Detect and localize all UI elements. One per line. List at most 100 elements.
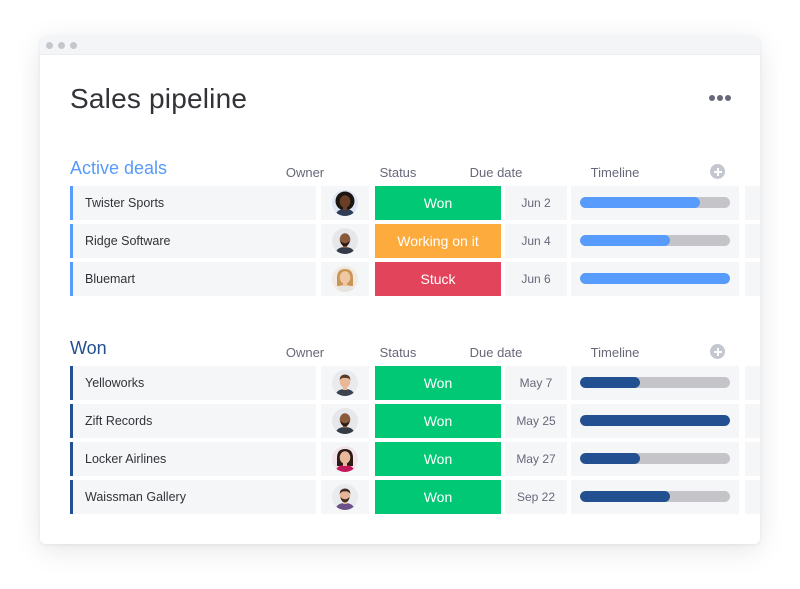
timeline-bar — [580, 491, 730, 502]
timeline-bar — [580, 415, 730, 426]
owner-cell[interactable] — [321, 442, 369, 476]
window-dot-icon — [46, 42, 53, 49]
timeline-cell[interactable] — [571, 186, 739, 220]
avatar[interactable] — [332, 266, 358, 292]
timeline-progress — [580, 197, 700, 208]
due-date[interactable]: Jun 2 — [505, 186, 567, 220]
empty-cell — [745, 480, 760, 514]
owner-cell[interactable] — [321, 480, 369, 514]
item-name-cell[interactable]: Waissman Gallery — [70, 480, 316, 514]
add-column-icon[interactable] — [710, 164, 725, 179]
avatar[interactable] — [332, 370, 358, 396]
due-date[interactable]: May 25 — [505, 404, 567, 438]
empty-cell — [745, 186, 760, 220]
status-label[interactable]: Working on it — [375, 224, 501, 258]
due-date[interactable]: Sep 22 — [505, 480, 567, 514]
timeline-bar — [580, 235, 730, 246]
column-header-status: Status — [379, 345, 417, 360]
timeline-progress — [580, 453, 640, 464]
group-header: Active deals Owner Status Due date Timel… — [70, 154, 732, 186]
due-date[interactable]: Jun 6 — [505, 262, 567, 296]
owner-cell[interactable] — [321, 366, 369, 400]
item-row[interactable]: Bluemart Stuck Jun 6 — [70, 262, 760, 300]
avatar[interactable] — [332, 228, 358, 254]
item-row[interactable]: Twister Sports Won Jun 2 — [70, 186, 760, 224]
timeline-cell[interactable] — [571, 442, 739, 476]
avatar[interactable] — [332, 446, 358, 472]
item-row[interactable]: Locker Airlines Won May 27 — [70, 442, 760, 480]
status-label[interactable]: Won — [375, 366, 501, 400]
status-label[interactable]: Won — [375, 442, 501, 476]
item-row[interactable]: Ridge Software Working on it Jun 4 — [70, 224, 760, 262]
item-name[interactable]: Bluemart — [85, 272, 136, 286]
timeline-cell[interactable] — [571, 366, 739, 400]
empty-cell — [745, 262, 760, 296]
group-active-deals: Active deals Owner Status Due date Timel… — [70, 154, 760, 300]
item-row[interactable]: Waissman Gallery Won Sep 22 — [70, 480, 760, 518]
status-label[interactable]: Won — [375, 186, 501, 220]
group-title[interactable]: Won — [70, 338, 107, 358]
avatar[interactable] — [332, 484, 358, 510]
group-rows: Twister Sports Won Jun 2 Ridge Software Wo… — [70, 186, 760, 300]
timeline-cell[interactable] — [571, 404, 739, 438]
item-name[interactable]: Ridge Software — [85, 234, 171, 248]
add-column-icon[interactable] — [710, 344, 725, 359]
item-name[interactable]: Waissman Gallery — [85, 490, 186, 504]
group-header: Won Owner Status Due date Timeline — [70, 334, 732, 366]
more-options-icon[interactable] — [707, 92, 733, 104]
column-header-due-date: Due date — [469, 165, 523, 180]
due-date[interactable]: May 27 — [505, 442, 567, 476]
window-dot-icon — [70, 42, 77, 49]
page-title: Sales pipeline — [70, 83, 248, 114]
group-title[interactable]: Active deals — [70, 158, 168, 178]
column-header-owner: Owner — [285, 165, 325, 180]
item-name-cell[interactable]: Yelloworks — [70, 366, 316, 400]
timeline-cell[interactable] — [571, 224, 739, 258]
window-dot-icon — [58, 42, 65, 49]
window-titlebar — [40, 36, 760, 55]
item-name[interactable]: Twister Sports — [85, 196, 165, 210]
status-label[interactable]: Stuck — [375, 262, 501, 296]
timeline-bar — [580, 197, 730, 208]
column-header-owner: Owner — [285, 345, 325, 360]
timeline-progress — [580, 273, 730, 284]
column-header-due-date: Due date — [469, 345, 523, 360]
item-name[interactable]: Zift Records — [85, 414, 153, 428]
due-date[interactable]: Jun 4 — [505, 224, 567, 258]
item-name-cell[interactable]: Zift Records — [70, 404, 316, 438]
timeline-bar — [580, 453, 730, 464]
due-date[interactable]: May 7 — [505, 366, 567, 400]
item-row[interactable]: Zift Records Won May 25 — [70, 404, 760, 442]
item-name[interactable]: Yelloworks — [85, 376, 145, 390]
owner-cell[interactable] — [321, 404, 369, 438]
item-name-cell[interactable]: Twister Sports — [70, 186, 316, 220]
timeline-progress — [580, 491, 670, 502]
column-header-timeline: Timeline — [590, 165, 640, 180]
empty-cell — [745, 366, 760, 400]
item-name-cell[interactable]: Locker Airlines — [70, 442, 316, 476]
owner-cell[interactable] — [321, 224, 369, 258]
timeline-progress — [580, 415, 730, 426]
item-name-cell[interactable]: Bluemart — [70, 262, 316, 296]
status-label[interactable]: Won — [375, 480, 501, 514]
empty-cell — [745, 404, 760, 438]
board-window: Sales pipeline Active deals Owner Status… — [40, 36, 760, 544]
item-row[interactable]: Yelloworks Won May 7 — [70, 366, 760, 404]
timeline-progress — [580, 235, 670, 246]
status-label[interactable]: Won — [375, 404, 501, 438]
timeline-cell[interactable] — [571, 480, 739, 514]
empty-cell — [745, 442, 760, 476]
owner-cell[interactable] — [321, 186, 369, 220]
timeline-bar — [580, 273, 730, 284]
timeline-bar — [580, 377, 730, 388]
timeline-cell[interactable] — [571, 262, 739, 296]
item-name[interactable]: Locker Airlines — [85, 452, 167, 466]
item-name-cell[interactable]: Ridge Software — [70, 224, 316, 258]
empty-cell — [745, 224, 760, 258]
timeline-progress — [580, 377, 640, 388]
group-rows: Yelloworks Won May 7 Zift Records Won May 2… — [70, 366, 760, 518]
avatar[interactable] — [332, 190, 358, 216]
avatar[interactable] — [332, 408, 358, 434]
column-header-timeline: Timeline — [590, 345, 640, 360]
owner-cell[interactable] — [321, 262, 369, 296]
